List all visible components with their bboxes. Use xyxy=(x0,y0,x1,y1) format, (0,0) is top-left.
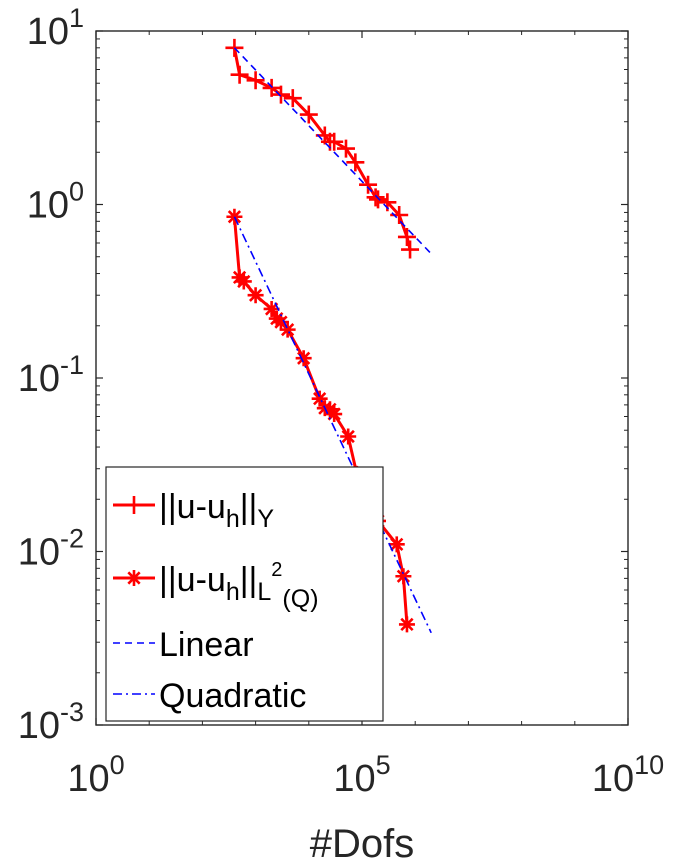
data-point xyxy=(395,568,412,585)
data-point xyxy=(272,314,289,331)
legend-marker xyxy=(125,496,143,514)
series-layer xyxy=(225,38,432,634)
y-tick-label: 10-2 xyxy=(18,524,84,574)
data-point xyxy=(263,300,280,317)
data-point xyxy=(401,240,420,259)
x-tick-label: 100 xyxy=(67,750,124,800)
legend: ||u-uh||Y ||u-uh||L2(Q) Linear Quadratic xyxy=(105,466,384,722)
y-tick-label: 101 xyxy=(27,3,84,53)
legend-box xyxy=(105,466,384,722)
series-line xyxy=(233,216,432,634)
series-1 xyxy=(225,38,420,259)
legend-label: Quadratic xyxy=(159,677,306,715)
data-point xyxy=(397,227,416,246)
legend-entry-4: Quadratic xyxy=(113,677,306,715)
y-tick-label: 10-1 xyxy=(18,350,84,400)
legend-label: Linear xyxy=(159,626,254,664)
legend-entry-1: ||u-uh||Y xyxy=(113,488,274,533)
data-point xyxy=(247,287,264,304)
data-point xyxy=(325,132,344,151)
data-point xyxy=(226,208,243,225)
data-point xyxy=(230,65,249,84)
data-point xyxy=(283,89,302,108)
legend-label: ||u-uh||L2(Q) xyxy=(159,559,319,613)
data-point xyxy=(326,406,343,423)
data-point xyxy=(359,175,378,194)
data-point xyxy=(336,139,355,158)
data-point xyxy=(299,105,318,124)
data-point xyxy=(366,188,385,207)
series-4 xyxy=(233,216,432,634)
data-point xyxy=(279,321,296,338)
x-tick-label: 1010 xyxy=(592,750,664,800)
legend-label: ||u-uh||Y xyxy=(159,488,274,533)
y-tick-label: 10-3 xyxy=(18,697,84,747)
data-point xyxy=(346,153,365,172)
x-tick-label: 105 xyxy=(333,750,390,800)
data-point xyxy=(235,273,252,290)
data-point xyxy=(311,390,328,407)
data-point xyxy=(295,350,312,367)
y-tick-label: 100 xyxy=(27,177,84,227)
data-point xyxy=(388,536,405,553)
legend-entry-2: ||u-uh||L2(Q) xyxy=(113,559,319,613)
legend-marker xyxy=(126,570,142,586)
x-axis-label: #Dofs xyxy=(310,822,415,865)
legend-entry-3: Linear xyxy=(113,626,254,664)
data-point xyxy=(271,85,290,104)
axis-ticks: 100 105 1010 10-3 10-2 10-1 100 101 xyxy=(18,3,664,800)
data-point xyxy=(398,616,415,633)
data-point xyxy=(246,71,265,90)
data-point xyxy=(340,428,357,445)
data-point xyxy=(262,78,281,97)
data-point xyxy=(369,190,388,209)
